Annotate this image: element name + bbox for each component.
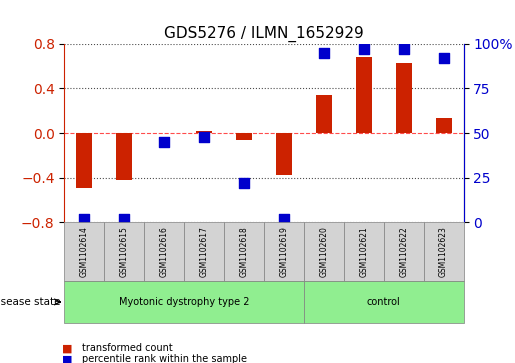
- Bar: [436, 118, 452, 133]
- Bar: [276, 133, 292, 175]
- FancyBboxPatch shape: [423, 223, 464, 281]
- Bar: [316, 95, 332, 133]
- Text: GSM1102617: GSM1102617: [200, 226, 209, 277]
- Text: GSM1102618: GSM1102618: [239, 226, 248, 277]
- FancyBboxPatch shape: [184, 223, 224, 281]
- FancyBboxPatch shape: [144, 223, 184, 281]
- Point: [359, 46, 368, 52]
- FancyBboxPatch shape: [264, 223, 304, 281]
- Bar: [396, 62, 411, 133]
- Point: [240, 180, 248, 186]
- Text: GSM1102619: GSM1102619: [280, 226, 288, 277]
- Text: GSM1102623: GSM1102623: [439, 226, 448, 277]
- Text: percentile rank within the sample: percentile rank within the sample: [82, 354, 247, 363]
- Text: GSM1102615: GSM1102615: [120, 226, 129, 277]
- Point: [400, 46, 408, 52]
- Bar: [236, 133, 252, 140]
- Text: GSM1102622: GSM1102622: [399, 226, 408, 277]
- Text: transformed count: transformed count: [82, 343, 173, 354]
- FancyBboxPatch shape: [64, 281, 304, 323]
- Text: disease state: disease state: [0, 297, 60, 307]
- Bar: [196, 131, 212, 133]
- FancyBboxPatch shape: [384, 223, 423, 281]
- Title: GDS5276 / ILMN_1652929: GDS5276 / ILMN_1652929: [164, 26, 364, 42]
- Point: [200, 134, 208, 139]
- Point: [320, 50, 328, 56]
- Point: [80, 216, 89, 222]
- FancyBboxPatch shape: [344, 223, 384, 281]
- Text: GSM1102616: GSM1102616: [160, 226, 168, 277]
- FancyBboxPatch shape: [64, 223, 104, 281]
- FancyBboxPatch shape: [224, 223, 264, 281]
- Bar: [76, 133, 92, 188]
- Text: ■: ■: [62, 343, 72, 354]
- Text: control: control: [367, 297, 401, 307]
- Text: GSM1102614: GSM1102614: [80, 226, 89, 277]
- FancyBboxPatch shape: [104, 223, 144, 281]
- Bar: [356, 57, 372, 133]
- Text: ■: ■: [62, 354, 72, 363]
- FancyBboxPatch shape: [304, 223, 344, 281]
- Point: [160, 139, 168, 145]
- Point: [280, 216, 288, 222]
- Bar: [116, 133, 132, 180]
- Text: GSM1102620: GSM1102620: [319, 226, 328, 277]
- FancyBboxPatch shape: [304, 281, 464, 323]
- Point: [120, 216, 128, 222]
- Text: Myotonic dystrophy type 2: Myotonic dystrophy type 2: [119, 297, 249, 307]
- Text: GSM1102621: GSM1102621: [359, 226, 368, 277]
- Point: [439, 55, 448, 61]
